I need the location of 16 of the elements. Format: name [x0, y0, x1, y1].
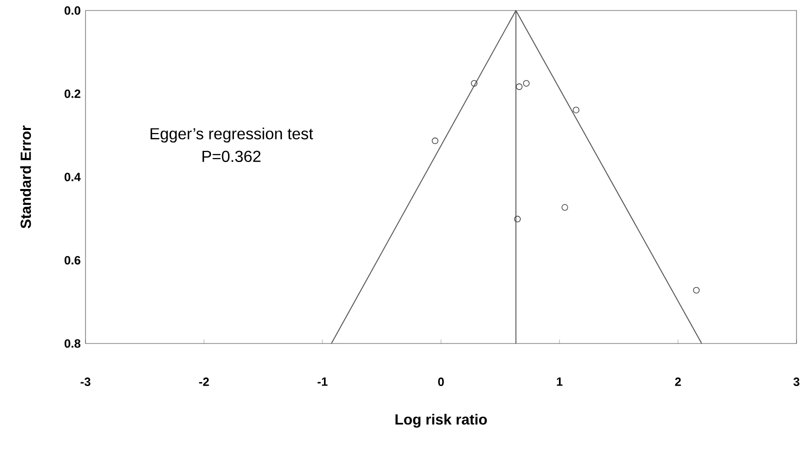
x-tick-label: 3 — [793, 378, 800, 386]
y-tick-label: 0.8 — [64, 339, 80, 348]
annotation: Egger’s regression test — [150, 128, 314, 143]
x-tick-label: -3 — [80, 378, 90, 386]
y-tick-label: 0.0 — [64, 6, 80, 15]
y-tick-label: 0.2 — [64, 90, 80, 98]
x-tick-label: 0 — [438, 378, 444, 386]
x-tick-label: -2 — [199, 378, 209, 386]
x-axis-title: Log risk ratio — [396, 414, 487, 428]
y-tick-label: 0.6 — [64, 256, 80, 265]
x-tick-label: 1 — [556, 378, 562, 386]
y-tick-label: 0.4 — [64, 172, 81, 182]
x-tick-label: 2 — [675, 378, 681, 386]
x-tick-label: -1 — [318, 378, 328, 386]
y-axis-title: Standard Error — [20, 125, 31, 228]
annotation: P=0.362 — [202, 150, 260, 162]
